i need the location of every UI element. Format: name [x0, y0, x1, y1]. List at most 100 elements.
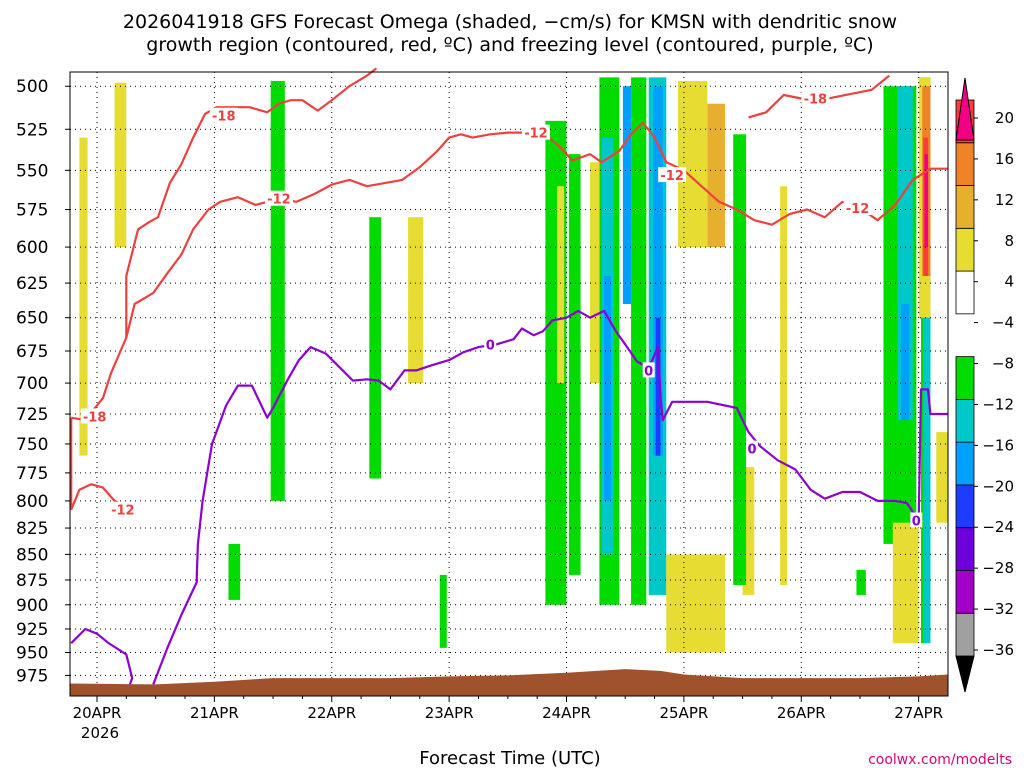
colorbar-band	[955, 356, 975, 400]
contour-label: -12	[524, 127, 548, 142]
dgz-temperature-contour	[125, 121, 948, 339]
omega-shade-cell	[653, 86, 663, 456]
contour-label: -12	[267, 193, 291, 208]
omega-shade-cell	[936, 432, 948, 523]
y-tick-label: 725	[16, 405, 48, 425]
chart-title-line2: growth region (contoured, red, ºC) and f…	[146, 34, 873, 56]
colorbar-label: −20	[982, 477, 1014, 495]
omega-shade-cell	[924, 154, 929, 248]
contour-layer	[70, 67, 948, 685]
y-tick-label: 925	[16, 620, 48, 640]
contour-label-bg	[910, 512, 923, 528]
contour-label-bg	[108, 501, 137, 517]
colorbar-label: −32	[982, 600, 1014, 618]
omega-shade-cell	[369, 217, 382, 479]
freezing-level-contour	[152, 309, 948, 685]
contour-label-bg	[484, 336, 497, 352]
colorbar-label: −36	[982, 641, 1014, 659]
colorbar-label: −12	[982, 395, 1014, 413]
contour-label-bg	[642, 362, 655, 378]
omega-shade-cell	[604, 276, 612, 501]
colorbar-label: −16	[982, 436, 1014, 454]
colorbar-band	[955, 441, 975, 486]
y-tick-label: 625	[16, 274, 48, 294]
colorbar-arrow-high	[955, 77, 975, 141]
colorbar: 20 16 12 8 4 −4 −8 −12 −16 −20 −24 −28 −32 −36	[955, 77, 1014, 693]
contour-label-bg	[264, 190, 293, 206]
contour-label-layer: -18 -12 -18 -12 0 -12 0 -12 0 -18 -12 0	[80, 90, 923, 530]
plot-frame	[69, 71, 949, 697]
contour-label: 0	[644, 364, 653, 379]
contour-label: -12	[846, 202, 870, 217]
omega-shade-cell	[114, 82, 127, 248]
colorbar-band	[955, 270, 975, 315]
colorbar-label: 12	[995, 191, 1014, 209]
terrain-ground	[70, 669, 948, 696]
contour-label-bg	[209, 107, 238, 123]
omega-shade-cell	[892, 522, 919, 644]
colorbar-band	[955, 527, 975, 571]
colorbar-band	[955, 570, 975, 614]
x-tick-label: 25APR	[659, 704, 708, 722]
y-tick-label: 575	[16, 201, 48, 221]
omega-shade-cell	[923, 317, 931, 644]
colorbar-band	[955, 185, 975, 229]
y-tick-label: 525	[16, 120, 48, 140]
contour-label-bg	[801, 90, 830, 106]
contour-label-bg	[745, 440, 758, 456]
contour-label: -18	[804, 92, 828, 107]
y-tick-label: 750	[16, 435, 48, 455]
omega-shade-cell	[666, 554, 725, 653]
y-tick-label: 950	[16, 644, 48, 664]
y-tick-label: 900	[16, 596, 48, 616]
terrain-layer	[70, 669, 948, 696]
y-tick-label: 700	[16, 374, 48, 394]
y-tick-label: 825	[16, 519, 48, 539]
colorbar-label: −28	[982, 559, 1014, 577]
contour-label: -12	[660, 169, 684, 184]
colorbar-label: 20	[995, 109, 1014, 127]
x-tick-label: 26APR	[777, 704, 826, 722]
colorbar-arrow-low	[955, 655, 975, 693]
y-axis: 500 525 550 575 600 625 650 675 700 725 750 775 800 8…	[16, 77, 70, 686]
dgz-temperature-contour	[71, 67, 378, 422]
omega-shade-cell	[228, 543, 241, 600]
contour-label-bg	[843, 200, 872, 216]
colorbar-band	[955, 227, 975, 272]
omega-shade-cell	[631, 77, 647, 605]
y-tick-label: 975	[16, 666, 48, 686]
y-tick-label: 775	[16, 464, 48, 484]
colorbar-label: 16	[995, 150, 1014, 168]
omega-shade-cell	[79, 137, 88, 456]
omega-shade-cell	[589, 162, 600, 384]
omega-shade-cell	[856, 569, 866, 595]
colorbar-band	[955, 398, 975, 443]
x-tick-label: 22APR	[307, 704, 356, 722]
omega-shade-cell	[742, 467, 755, 595]
x-tick-label: 23APR	[425, 704, 474, 722]
colorbar-label: −4	[992, 314, 1014, 332]
y-tick-label: 850	[16, 545, 48, 565]
omega-shade-cell	[707, 103, 725, 248]
y-tick-label: 675	[16, 342, 48, 362]
x-tick-label: 24APR	[542, 704, 591, 722]
grid-layer	[70, 72, 948, 696]
contour-label: -18	[212, 110, 236, 125]
y-tick-label: 650	[16, 309, 48, 329]
contour-label: -12	[111, 504, 135, 519]
freezing-level-contour	[70, 627, 134, 685]
omega-shade-cell	[568, 154, 581, 575]
colorbar-label: −8	[992, 355, 1014, 373]
y-tick-label: 550	[16, 161, 48, 181]
y-tick-label: 800	[16, 492, 48, 512]
x-tick-label: 20APR	[73, 704, 122, 722]
chart-title-line1: 2026041918 GFS Forecast Omega (shaded, −…	[123, 11, 897, 33]
omega-shade-cell	[780, 186, 788, 585]
colorbar-band	[955, 612, 975, 657]
colorbar-label: 4	[1004, 273, 1014, 291]
omega-shade-cell	[408, 217, 424, 384]
y-tick-label: 600	[16, 238, 48, 258]
omega-shade-cell	[733, 134, 747, 585]
contour-label-bg	[80, 408, 109, 424]
